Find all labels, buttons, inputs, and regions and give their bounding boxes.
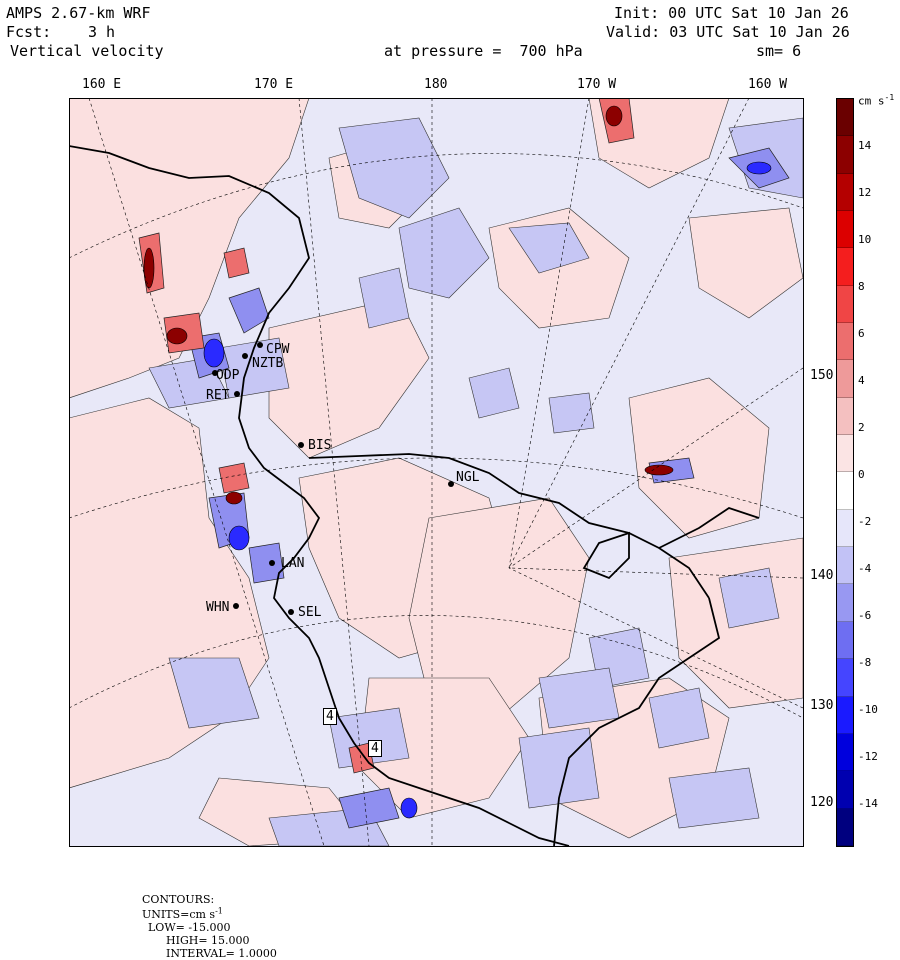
colorbar-swatch [837,509,853,548]
footer-low: LOW= -15.000 [148,920,231,934]
colorbar-tick-label: 4 [858,374,865,387]
model-title: AMPS 2.67-km WRF [6,4,151,22]
colorbar-tick-label: -8 [858,656,872,669]
colorbar-tick-label: 6 [858,327,865,340]
smoothing-value: sm= 6 [756,42,802,60]
colorbar-tick-label: 12 [858,186,872,199]
station-marker-nztb [242,353,248,359]
init-time: Init: 00 UTC Sat 10 Jan 26 [614,4,849,22]
colorbar-units-text: cm s [858,94,885,108]
station-marker-ret [234,391,240,397]
station-marker-lan [269,560,275,566]
map-frame [69,98,804,847]
colorbar-swatch [837,99,853,137]
coastline [69,145,760,846]
forecast-label: Fcst: [6,23,52,41]
footer-interval: INTERVAL= 1.0000 [166,946,277,960]
vertical-velocity-map [69,98,803,846]
colorbar-tick-label: -6 [858,609,872,622]
colorbar-units: cm s-1 [858,93,894,108]
footer-units-exp: -1 [215,906,223,915]
station-markers [212,342,454,615]
colorbar-swatch [837,547,853,585]
station-label-whn: WHN [206,600,230,615]
colorbar-tick-label: 2 [858,421,865,434]
colorbar-tick-label: -4 [858,562,872,575]
colorbar-swatch [837,173,853,212]
colorbar-swatch [837,248,853,286]
colorbar-swatch [837,808,853,846]
station-marker-ngl [448,481,454,487]
lon-label-160w: 160 W [748,77,788,92]
colorbar-swatch [837,285,853,324]
colorbar-swatch [837,771,853,809]
footer: CONTOURS: UNITS=cm s-1 LOW= -15.000 HIGH… [135,880,277,960]
station-marker-sel [288,609,294,615]
colorbar-swatch [837,659,853,697]
colorbar-tick-label: -14 [858,797,878,810]
colorbar-swatch [837,435,853,473]
station-label-nztb: NZTB [252,356,284,371]
colorbar-swatch [837,472,853,510]
station-label-cpw: CPW [266,342,290,357]
station-label-ret: RET [206,388,230,403]
colorbar [836,98,854,847]
colorbar-tick-label: 14 [858,139,872,152]
valid-time: Valid: 03 UTC Sat 10 Jan 26 [606,23,850,41]
colorbar-units-exponent: -1 [884,93,895,102]
field-name: Vertical velocity [10,42,164,60]
colorbar-swatch [837,323,853,361]
colorbar-swatch [837,211,853,249]
station-marker-odp [212,370,218,376]
station-marker-whn [233,603,239,609]
lon-label-170w: 170 W [577,77,617,92]
colorbar-swatch [837,621,853,660]
colorbar-swatch [837,696,853,734]
sector-mark-2: 4 [368,740,382,757]
colorbar-swatch [837,360,853,398]
colorbar-swatch [837,136,853,174]
footer-units-text: UNITS=cm s [142,907,216,921]
station-marker-cpw [257,342,263,348]
colorbar-tick-label: -2 [858,515,872,528]
footer-high: HIGH= 15.000 [166,933,250,947]
station-label-lan: LAN [281,556,305,571]
lon-label-180: 180 [424,77,448,92]
station-marker-bis [298,442,304,448]
colorbar-swatch [837,584,853,622]
very-strong-ascent-cells [143,105,674,505]
sector-mark-1: 4 [323,708,337,725]
strong-descent-cells [203,161,772,819]
colorbar-tick-label: -10 [858,703,878,716]
station-label-sel: SEL [298,605,322,620]
station-label-odp: ODP [216,368,240,383]
station-label-bis: BIS [308,438,332,453]
colorbar-swatch [837,733,853,772]
forecast-value: 3 h [88,23,116,41]
weak-descent-regions [148,117,803,846]
station-label-ngl: NGL [456,470,480,485]
lon-label-170e: 170 E [254,77,294,92]
colorbar-tick-label: 8 [858,280,865,293]
graticule [69,98,803,846]
colorbar-tick-label: 0 [858,468,865,481]
pressure-level: at pressure = 700 hPa [384,42,583,60]
footer-units: UNITS=cm s-1 [142,906,223,921]
colorbar-tick-label: -12 [858,750,878,763]
lon-label-160e: 160 E [82,77,122,92]
colorbar-tick-label: 10 [858,233,872,246]
colorbar-swatch [837,397,853,436]
